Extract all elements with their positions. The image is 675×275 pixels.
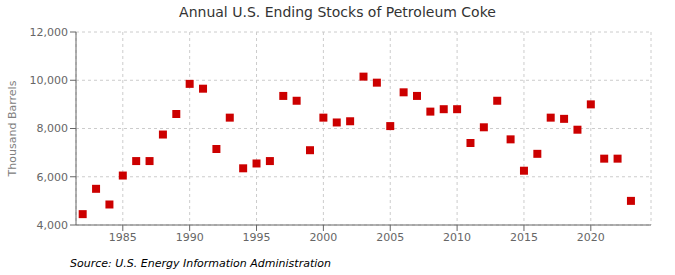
svg-text:12,000: 12,000 xyxy=(30,26,69,39)
html-text:Annual U.S. Ending Stocks of P: Annual U.S. Ending Stocks of Petroleum C… xyxy=(179,4,496,20)
svg-text:6,000: 6,000 xyxy=(37,171,69,184)
svg-text:4,000: 4,000 xyxy=(37,219,69,232)
html-text:Source: U.S. Energy Informatio: Source: U.S. Energy Information Administ… xyxy=(70,257,331,270)
svg-text:2020: 2020 xyxy=(577,231,605,244)
svg-text:Thousand Barrels: Thousand Barrels xyxy=(8,80,19,177)
svg-text:1995: 1995 xyxy=(243,231,271,244)
svg-text:2010: 2010 xyxy=(443,231,471,244)
svg-text:2015: 2015 xyxy=(510,231,538,244)
svg-text:8,000: 8,000 xyxy=(37,122,69,135)
svg-text:2000: 2000 xyxy=(309,231,337,244)
svg-text:10,000: 10,000 xyxy=(30,74,69,87)
svg-text:1990: 1990 xyxy=(176,231,204,244)
svg-text:2005: 2005 xyxy=(376,231,404,244)
svg-text:1985: 1985 xyxy=(109,231,137,244)
